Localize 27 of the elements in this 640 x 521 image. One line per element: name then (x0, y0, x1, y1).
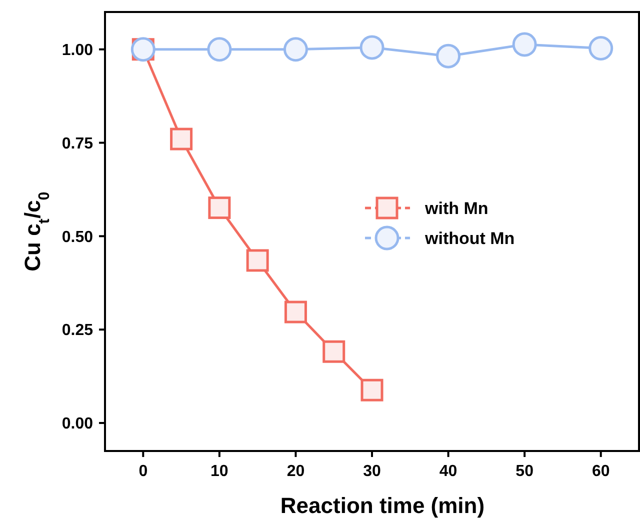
point (436, 44, 461, 68)
point (512, 32, 537, 57)
x-tick-label: 60 (592, 463, 610, 480)
y-tick-label: 0.25 (62, 322, 94, 340)
point (322, 340, 346, 363)
point (207, 37, 232, 62)
point (360, 35, 384, 60)
y-tick-label: 0.00 (62, 416, 94, 433)
point (246, 249, 269, 272)
x-tick-label: 20 (286, 463, 305, 480)
point (360, 378, 384, 402)
x-axis-title: Reaction time (min) (280, 493, 485, 518)
legend-label: with Mn (424, 198, 488, 218)
point (284, 300, 307, 324)
point (588, 36, 614, 60)
x-tick-label: 50 (516, 463, 534, 480)
y-tick-label: 0.50 (62, 228, 94, 246)
x-tick-label: 0 (138, 463, 148, 480)
x-tick-label: 40 (439, 463, 458, 480)
y-tick-label: 1.00 (62, 42, 94, 59)
point (283, 37, 308, 62)
x-tick-label: 30 (363, 463, 381, 480)
x-tick-label: 10 (210, 463, 228, 480)
point (170, 128, 193, 150)
point (208, 196, 231, 220)
legend-label: without Mn (424, 228, 515, 248)
y-tick-label: 0.75 (62, 135, 94, 152)
